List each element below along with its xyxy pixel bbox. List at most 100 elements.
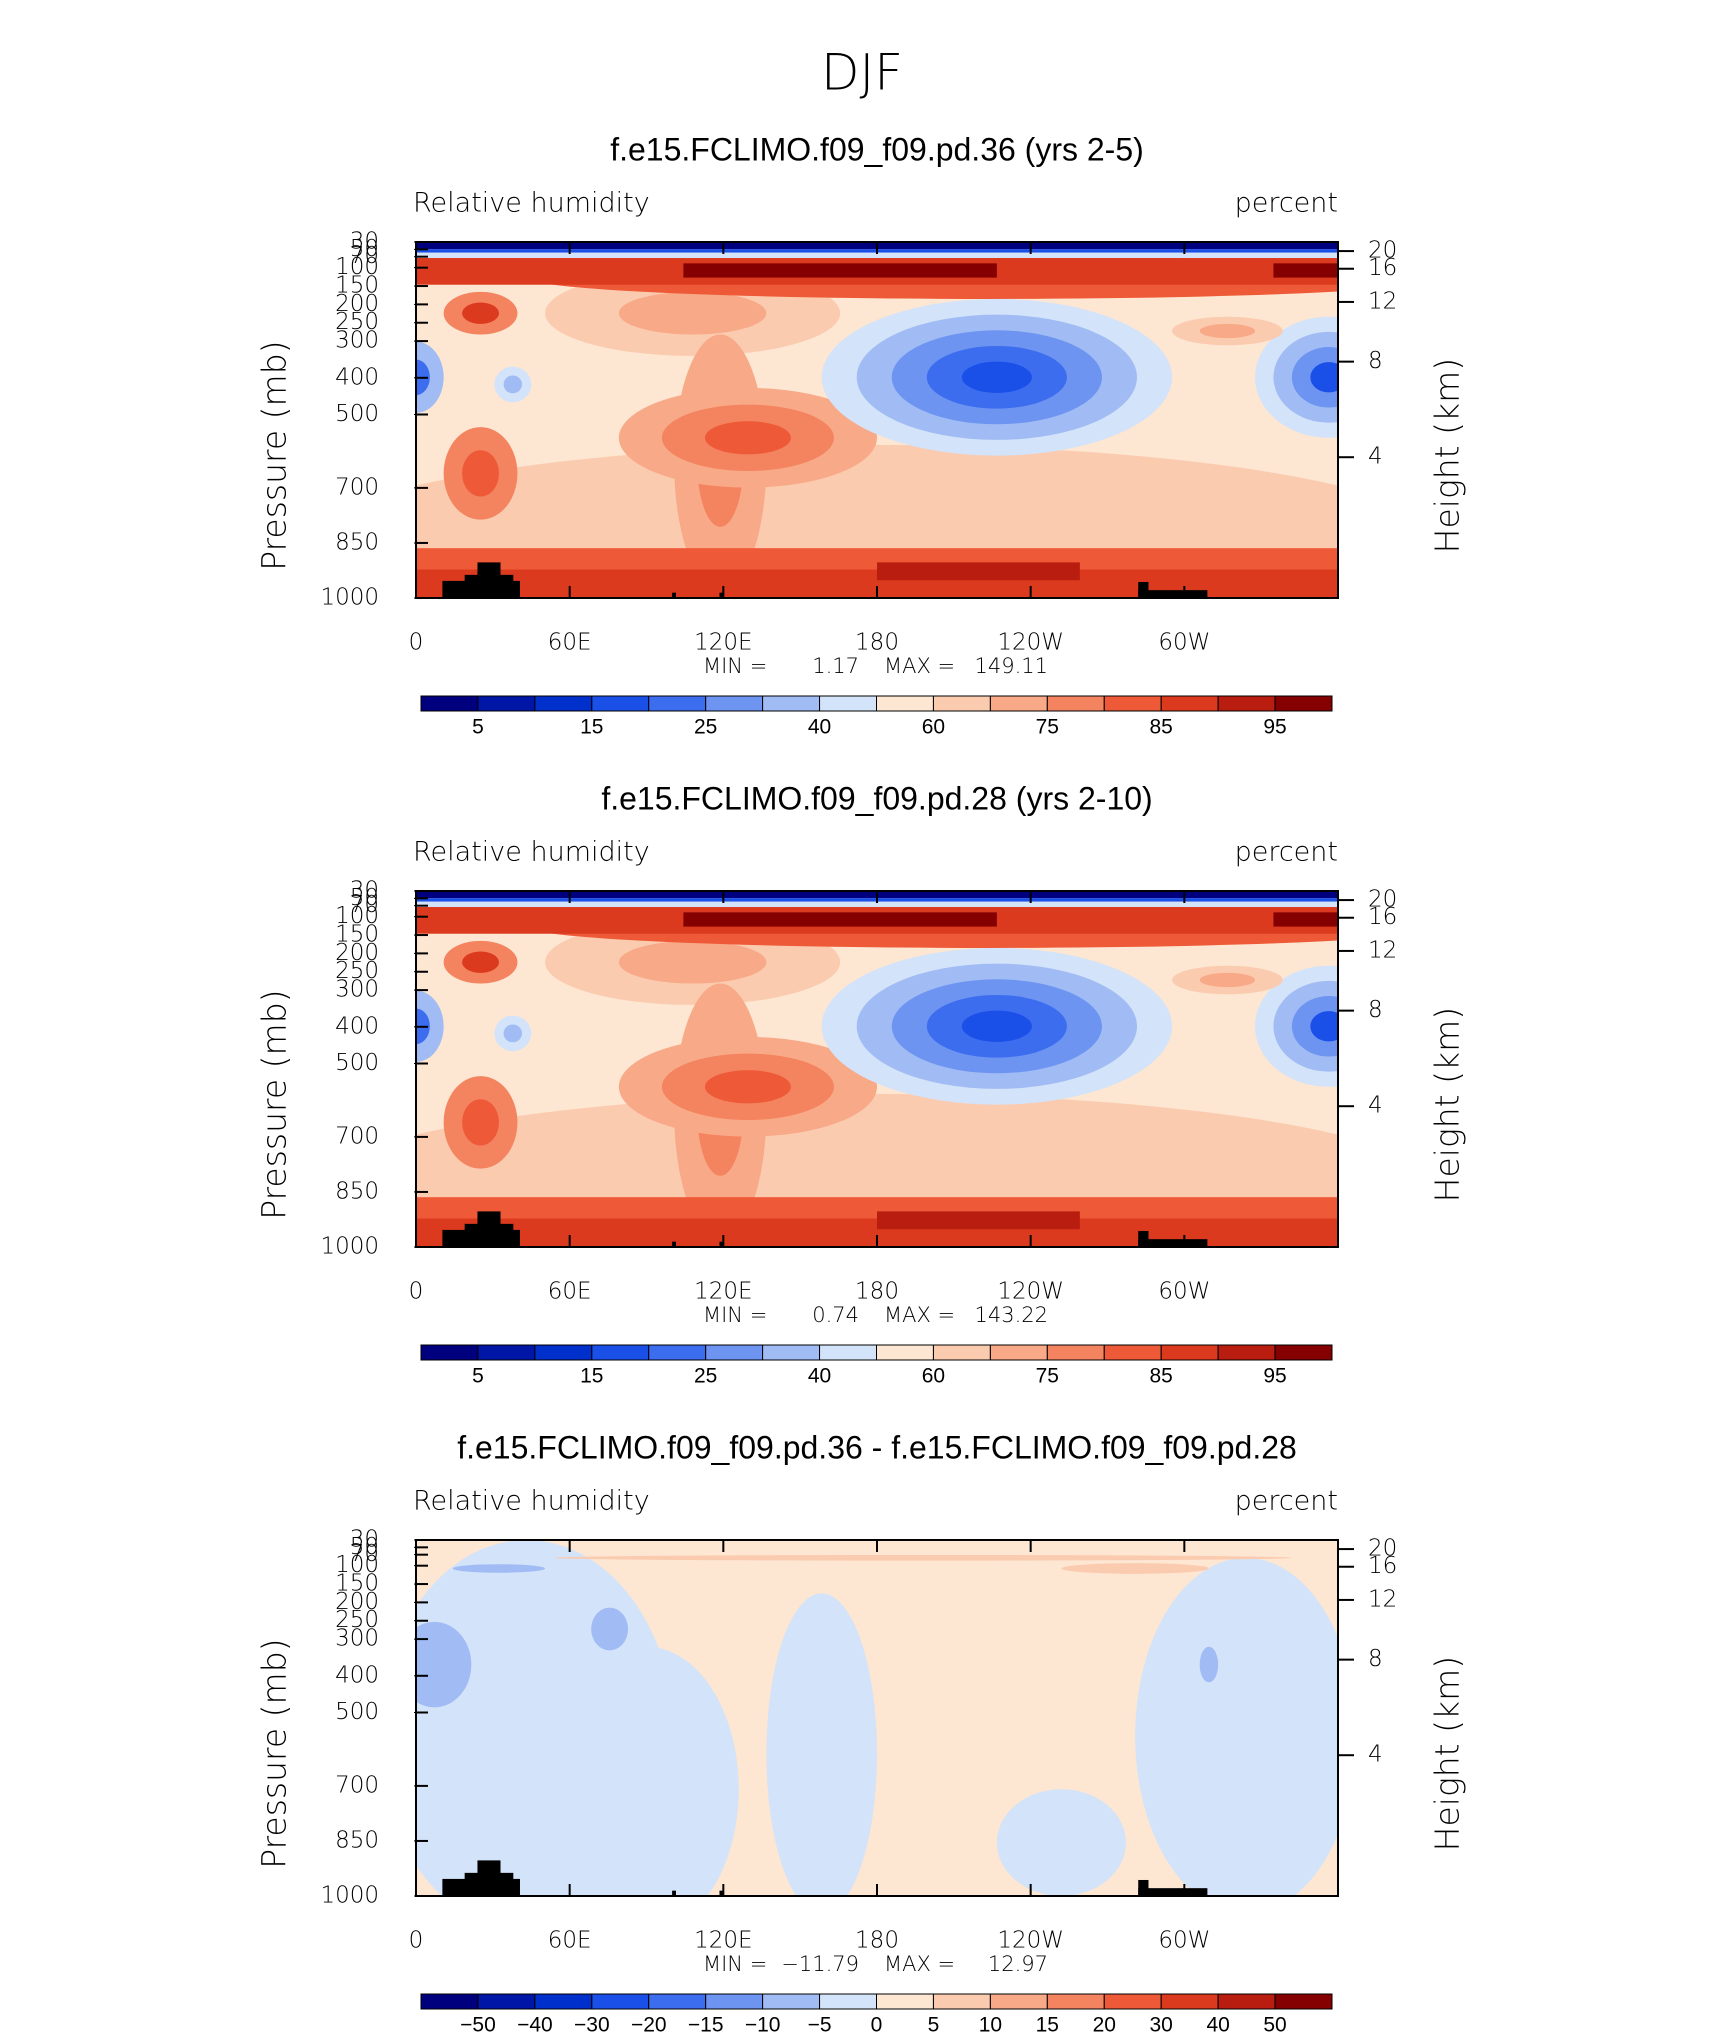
colorbar-box xyxy=(989,1993,1048,2010)
y2-tick-label: 20 xyxy=(1368,887,1397,913)
colorbar-box xyxy=(591,1344,650,1361)
colorbar-box xyxy=(477,1993,536,2010)
y-tick-label: 200 xyxy=(335,1589,379,1615)
colorbar-box xyxy=(534,1993,593,2010)
colorbar-label: 25 xyxy=(694,716,717,739)
colorbar-box xyxy=(762,1344,821,1361)
colorbar-label: 50 xyxy=(1263,2014,1286,2037)
y2-tick-label: 20 xyxy=(1368,238,1397,264)
colorbar-label: 40 xyxy=(808,716,831,739)
x-tick-label: 180 xyxy=(855,1279,899,1305)
x-tick-label: 120E xyxy=(694,1928,752,1954)
y2-tick-label: 12 xyxy=(1368,1586,1397,1612)
y2-axis-label: Height (km) xyxy=(1428,358,1467,553)
colorbar-box xyxy=(1160,1344,1219,1361)
topography xyxy=(1138,1879,1149,1896)
y-tick-label: 300 xyxy=(335,1626,379,1652)
colorbar-label: −20 xyxy=(631,2014,667,2037)
colorbar-box xyxy=(591,1993,650,2010)
y-tick-label: 70 xyxy=(350,243,379,269)
colorbar-label: 75 xyxy=(1036,1365,1059,1388)
contour-region xyxy=(1310,362,1338,393)
colorbar-box xyxy=(819,695,877,712)
min-label: MIN = xyxy=(703,654,767,678)
x-tick-label: 60E xyxy=(548,1279,592,1305)
topography xyxy=(1138,581,1149,598)
y-tick-label: 100 xyxy=(335,1552,379,1578)
y2-tick-label: 12 xyxy=(1368,937,1397,963)
contour-region xyxy=(961,1010,1032,1042)
panel-title: f.e15.FCLIMO.f09_f09.pd.36 - f.e15.FCLIM… xyxy=(457,1429,1297,1465)
y2-tick-label: 16 xyxy=(1368,904,1397,930)
colorbar-label: 10 xyxy=(979,2014,1002,2037)
subtitle-left: Relative humidity xyxy=(413,188,650,219)
colorbar-label: 0 xyxy=(871,2014,883,2037)
contour-field xyxy=(416,891,1338,1247)
colorbar-label: 85 xyxy=(1150,716,1173,739)
contour-field xyxy=(416,242,1338,598)
contour-region xyxy=(766,1593,877,1896)
y-tick-label: 850 xyxy=(335,529,379,555)
colorbar-box xyxy=(648,1344,707,1361)
colorbar-label: −50 xyxy=(460,2014,496,2037)
topography xyxy=(672,592,676,598)
y-axis-label: Pressure (mb) xyxy=(255,989,294,1219)
colorbar-box xyxy=(1274,695,1333,712)
contour-region xyxy=(462,302,499,324)
x-tick-label: 120E xyxy=(694,630,752,656)
panel-title: f.e15.FCLIMO.f09_f09.pd.28 (yrs 2-10) xyxy=(601,780,1152,816)
contour-region xyxy=(452,1564,546,1573)
y-tick-label: 250 xyxy=(335,958,379,984)
colorbar-box xyxy=(819,1344,877,1361)
subtitle-right: percent xyxy=(1235,188,1338,219)
contour-region xyxy=(591,1607,629,1651)
y2-tick-label: 4 xyxy=(1368,1093,1383,1119)
y-tick-label: 1000 xyxy=(320,1883,379,1909)
colorbar-label: 40 xyxy=(808,1365,831,1388)
y2-tick-label: 8 xyxy=(1368,997,1383,1023)
x-tick-label: 60W xyxy=(1158,1279,1210,1305)
topography xyxy=(672,1241,676,1247)
y-tick-label: 1000 xyxy=(320,585,379,611)
y-tick-label: 100 xyxy=(335,254,379,280)
colorbar-box xyxy=(705,695,764,712)
colorbar-label: 5 xyxy=(928,2014,940,2037)
figure-title: DJF xyxy=(821,44,903,102)
colorbar-label: 15 xyxy=(1036,2014,1059,2037)
contour-region xyxy=(961,361,1032,393)
y-tick-label: 300 xyxy=(335,328,379,354)
contour-region xyxy=(618,291,767,335)
topography xyxy=(477,1860,501,1896)
colorbar-box xyxy=(420,1993,479,2010)
x-tick-label: 180 xyxy=(855,1928,899,1954)
min-label: MIN = xyxy=(703,1303,767,1327)
contour-region xyxy=(1310,1011,1338,1042)
y-tick-label: 700 xyxy=(335,1772,379,1798)
colorbar-box xyxy=(1046,1344,1105,1361)
y-tick-label: 200 xyxy=(335,291,379,317)
colorbar-box xyxy=(762,695,821,712)
y-tick-label: 250 xyxy=(335,309,379,335)
x-tick-label: 180 xyxy=(855,630,899,656)
colorbar-box xyxy=(819,1993,877,2010)
contour-band xyxy=(416,252,1338,259)
contour-region xyxy=(1199,323,1256,339)
subtitle-left: Relative humidity xyxy=(413,1486,650,1517)
colorbar-label: 25 xyxy=(694,1365,717,1388)
contour-region xyxy=(1199,1646,1219,1683)
topography xyxy=(1138,1239,1208,1247)
colorbar-box xyxy=(1160,1993,1219,2010)
y-tick-label: 150 xyxy=(335,922,379,948)
x-tick-label: 120W xyxy=(997,1279,1064,1305)
topography xyxy=(1138,1888,1208,1896)
colorbar-box xyxy=(1103,695,1162,712)
colorbar-box xyxy=(1046,1993,1105,2010)
colorbar-box xyxy=(1046,695,1105,712)
y2-tick-label: 20 xyxy=(1368,1536,1397,1562)
x-tick-label: 120W xyxy=(997,1928,1064,1954)
y-tick-label: 500 xyxy=(335,1699,379,1725)
colorbar-box xyxy=(1274,1344,1333,1361)
y2-tick-label: 12 xyxy=(1368,288,1397,314)
colorbar-box xyxy=(648,695,707,712)
